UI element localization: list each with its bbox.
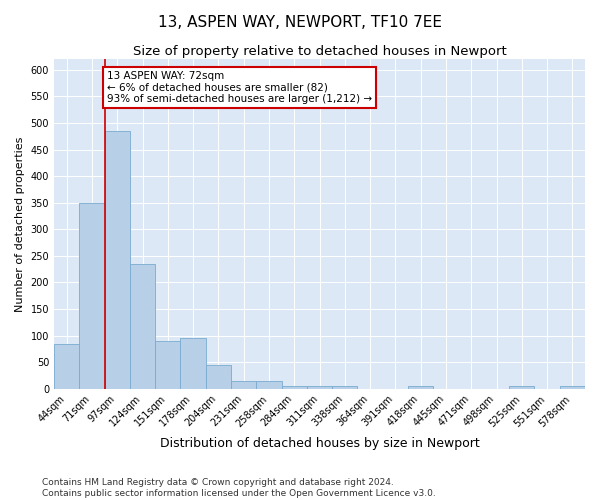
Bar [509,386,535,389]
Bar [307,386,332,389]
Bar [104,131,130,389]
Bar [231,381,256,389]
Text: 13, ASPEN WAY, NEWPORT, TF10 7EE: 13, ASPEN WAY, NEWPORT, TF10 7EE [158,15,442,30]
Bar [256,381,281,389]
Title: Size of property relative to detached houses in Newport: Size of property relative to detached ho… [133,45,506,58]
Bar [560,386,585,389]
Y-axis label: Number of detached properties: Number of detached properties [15,136,25,312]
Bar [281,386,307,389]
Bar [408,386,433,389]
Bar [79,202,104,389]
Bar [181,338,206,389]
Bar [206,365,231,389]
Bar [130,264,155,389]
Bar [155,341,181,389]
X-axis label: Distribution of detached houses by size in Newport: Distribution of detached houses by size … [160,437,479,450]
Text: 13 ASPEN WAY: 72sqm
← 6% of detached houses are smaller (82)
93% of semi-detache: 13 ASPEN WAY: 72sqm ← 6% of detached hou… [107,71,372,104]
Text: Contains HM Land Registry data © Crown copyright and database right 2024.
Contai: Contains HM Land Registry data © Crown c… [42,478,436,498]
Bar [54,344,79,389]
Bar [332,386,358,389]
